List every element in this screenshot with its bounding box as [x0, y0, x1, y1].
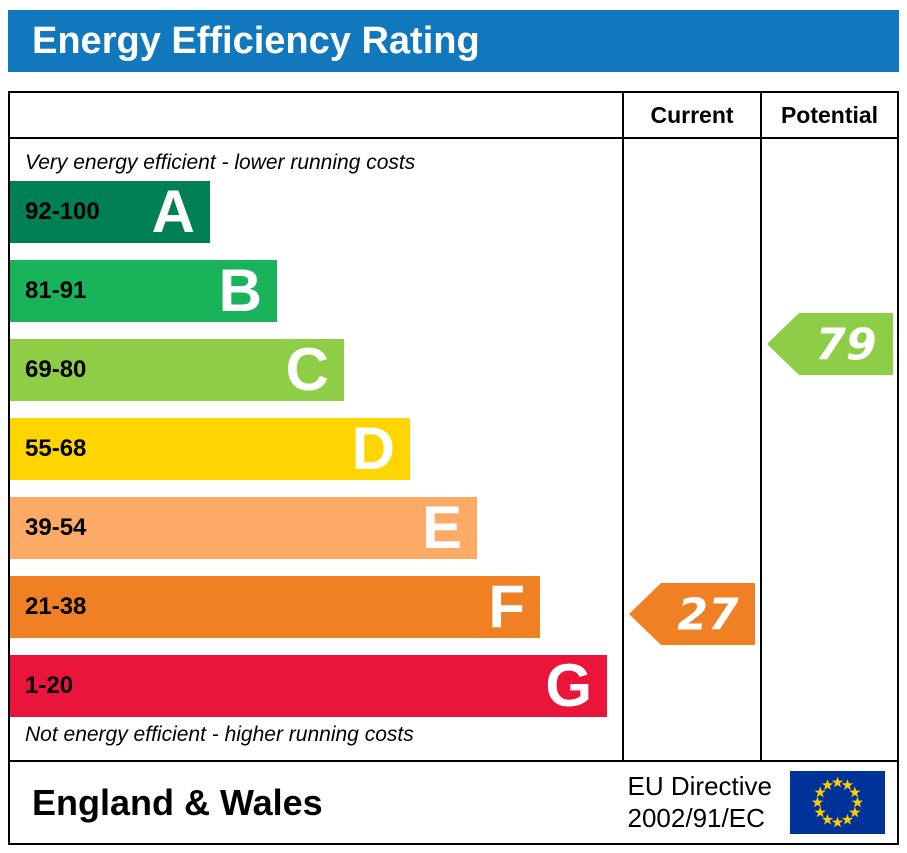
band-row-e: 39-54 E: [10, 497, 477, 559]
region-label: England & Wales: [32, 781, 323, 823]
bands-area: Very energy efficient - lower running co…: [10, 139, 622, 760]
potential-arrow-shape: [767, 313, 893, 375]
table-header-row: Current Potential: [10, 93, 897, 139]
current-rating-marker: 27: [629, 583, 755, 645]
band-range: 39-54: [25, 514, 87, 541]
top-note: Very energy efficient - lower running co…: [25, 151, 416, 174]
eu-directive-label: EU Directive 2002/91/EC: [628, 771, 772, 833]
potential-rating-marker: 79: [767, 313, 893, 375]
band-row-f: 21-38 F: [10, 576, 540, 638]
band-range: 21-38: [25, 593, 87, 620]
eu-directive-line1: EU Directive: [627, 771, 772, 802]
band-letter: E: [421, 494, 462, 561]
rating-table: Current Potential Very energy efficient …: [8, 91, 899, 845]
current-arrow-shape: [629, 583, 755, 645]
band-row-a: 92-100 A: [10, 181, 210, 243]
header-spacer: [10, 93, 622, 137]
current-column: 27: [622, 139, 760, 760]
band-letter: G: [545, 652, 592, 719]
band-range: 1-20: [25, 672, 74, 699]
band-row-g: 1-20 G: [10, 655, 607, 717]
current-column-header: Current: [622, 93, 760, 137]
band-range: 81-91: [25, 277, 87, 304]
current-rating-value: 27: [677, 589, 739, 640]
band-row-b: 81-91 B: [10, 260, 277, 322]
band-range: 92-100: [25, 198, 100, 225]
band-letter: B: [218, 257, 262, 324]
eu-directive-line2: 2002/91/EC: [627, 802, 765, 833]
potential-column-header: Potential: [760, 93, 897, 137]
footer: England & Wales EU Directive 2002/91/EC: [10, 760, 897, 843]
band-range: 55-68: [25, 435, 87, 462]
band-letter: A: [151, 178, 195, 245]
table-body: Very energy efficient - lower running co…: [10, 139, 897, 760]
band-letter: C: [285, 336, 329, 403]
eu-flag-icon: [790, 771, 885, 834]
band-letter: F: [488, 573, 525, 640]
page-title: Energy Efficiency Rating: [32, 19, 480, 62]
band-row-c: 69-80 C: [10, 339, 344, 401]
bottom-note: Not energy efficient - higher running co…: [25, 723, 414, 746]
title-bar: Energy Efficiency Rating: [8, 10, 899, 72]
rating-bands: 92-100 A 81-91 B 69-80 C 55-68 D: [10, 181, 607, 734]
band-row-d: 55-68 D: [10, 418, 410, 480]
band-range: 69-80: [25, 356, 87, 383]
band-letter: D: [351, 415, 395, 482]
potential-column: 79: [760, 139, 897, 760]
potential-rating-value: 79: [815, 319, 876, 370]
